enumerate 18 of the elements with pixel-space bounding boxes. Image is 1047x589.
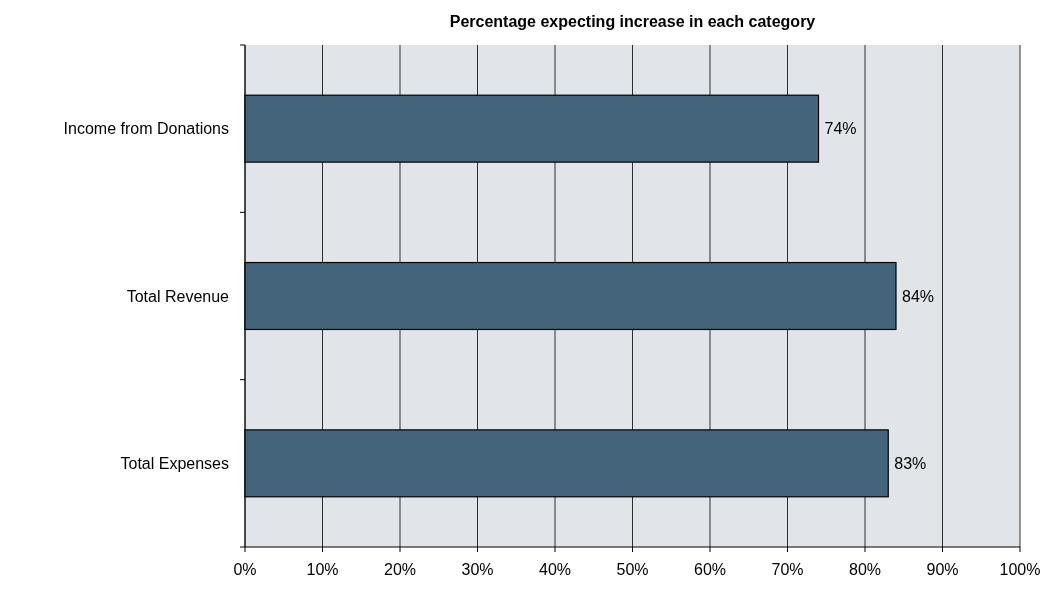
y-tick-label: Total Expenses [120,454,229,472]
x-tick-label: 60% [693,561,727,578]
x-tick-label: 100% [999,561,1041,578]
chart-title: Percentage expecting increase in each category [449,13,816,30]
data-label: 74% [824,120,857,138]
x-tick-label: 10% [306,561,339,578]
x-tick-label: 70% [771,561,804,578]
data-label: 83% [894,454,927,472]
y-tick-label: Income from Donations [63,120,229,138]
data-label: 84% [902,287,935,305]
y-tick-label: Total Revenue [126,287,230,305]
x-tick-label: 40% [538,561,572,578]
x-tick-label: 20% [383,561,417,578]
x-tick-label: 0% [233,561,257,578]
x-tick-label: 80% [848,561,882,578]
x-tick-label: 50% [616,561,649,578]
x-tick-label: 90% [926,561,959,578]
x-tick-label: 30% [461,561,494,578]
